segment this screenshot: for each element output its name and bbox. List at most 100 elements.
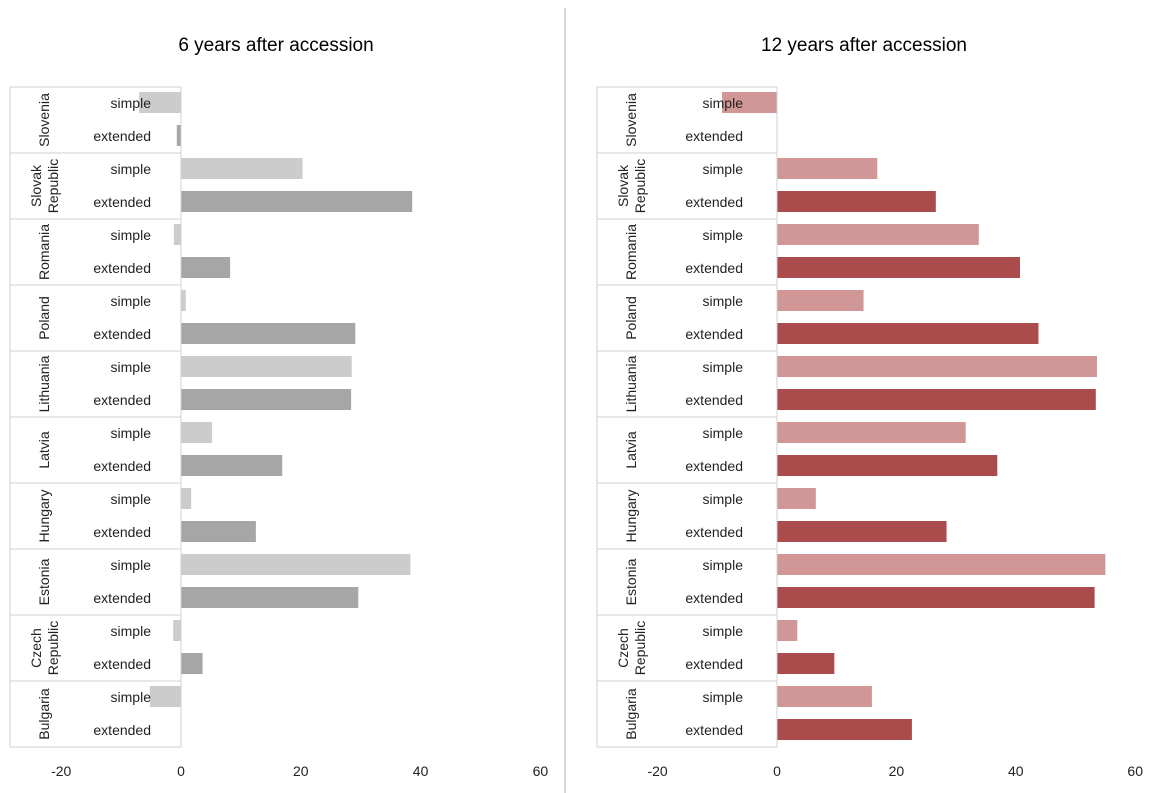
panel2-country-label: Lithuania: [623, 355, 639, 412]
panel1-category-label-extended: extended: [93, 722, 151, 738]
panel1-country-label-line: Republic: [45, 159, 61, 213]
panel1-category-label-simple: simple: [111, 293, 152, 309]
panel1-bar-extended: [181, 257, 231, 278]
panel1-bar-simple: [181, 356, 352, 377]
panel1-x-tick-label: 20: [293, 763, 309, 779]
panel2-country-label-line: Lithuania: [623, 355, 639, 412]
panel1-category-label-simple: simple: [111, 227, 152, 243]
panel1-bar-extended: [181, 587, 359, 608]
panel1-bar-simple: [139, 92, 181, 113]
panel2-category-label-simple: simple: [703, 227, 744, 243]
panel2-bar-simple: [777, 686, 872, 707]
panel2-bar-simple: [777, 224, 979, 245]
panel1-country-label: Bulgaria: [36, 688, 52, 740]
panel2-category-label-extended: extended: [685, 458, 743, 474]
panel1-country-label-line: Estonia: [36, 558, 52, 605]
panel2-bar-extended: [777, 455, 998, 476]
panel1-category-label-simple: simple: [111, 623, 152, 639]
panel2-category-label-simple: simple: [703, 293, 744, 309]
panel1-country-label-line: Romania: [36, 224, 52, 280]
panel1-country-label: CzechRepublic: [28, 621, 61, 675]
panel2-x-tick-label: -20: [647, 763, 667, 779]
panel1-x-tick-label: -20: [51, 763, 71, 779]
panel2-country-label-line: Romania: [623, 224, 639, 280]
panel2-category-label-extended: extended: [685, 722, 743, 738]
panel1-country-label-line: Bulgaria: [36, 688, 52, 740]
panel1-category-label-extended: extended: [93, 392, 151, 408]
panel2-category-label-simple: simple: [703, 689, 744, 705]
panel1-bar-extended: [181, 191, 413, 212]
panel2-category-label-simple: simple: [703, 425, 744, 441]
panel1-country-label: Slovenia: [36, 93, 52, 147]
panel1-country-label-line: Slovak: [28, 164, 44, 207]
panel1-country-label-line: Slovenia: [36, 93, 52, 147]
panel1-bar-extended: [181, 389, 352, 410]
panel2-country-label: Poland: [623, 296, 639, 340]
panel1-country-label-line: Republic: [45, 621, 61, 675]
panel2-category-label-extended: extended: [685, 326, 743, 342]
panel1-bar-extended: [181, 455, 283, 476]
panel1-country-label-line: Latvia: [36, 431, 52, 469]
panel1-category-label-simple: simple: [111, 689, 152, 705]
panel1-bar-extended: [181, 323, 356, 344]
panel1-category-label-extended: extended: [93, 524, 151, 540]
panel1-category-label-simple: simple: [111, 95, 152, 111]
panel2-country-label-line: Estonia: [623, 558, 639, 605]
panel2-category-label-extended: extended: [685, 260, 743, 276]
panel2-country-label-line: Slovenia: [623, 93, 639, 147]
panel2-bar-simple: [777, 488, 816, 509]
panel2-x-tick-label: 0: [773, 763, 781, 779]
panel2-category-label-extended: extended: [685, 524, 743, 540]
panel1-category-label-simple: simple: [111, 161, 152, 177]
panel2-bar-extended: [777, 191, 936, 212]
panel1-category-label-extended: extended: [93, 326, 151, 342]
panel2-bar-extended: [777, 521, 947, 542]
panel1-bar-simple: [173, 620, 181, 641]
panel2-category-label-simple: simple: [703, 95, 744, 111]
panel1-category-label-simple: simple: [111, 425, 152, 441]
panel2-bar-extended: [777, 653, 835, 674]
panel1-x-tick-label: 0: [177, 763, 185, 779]
panel2-country-label: Slovenia: [623, 93, 639, 147]
panel1-x-tick-label: 60: [533, 763, 549, 779]
panel1-country-label: Romania: [36, 224, 52, 280]
panel2-bar-extended: [777, 323, 1039, 344]
panel2-bar-extended: [777, 587, 1095, 608]
panel1-country-label: Estonia: [36, 558, 52, 605]
panel2-x-tick-label: 40: [1008, 763, 1024, 779]
panel2-bar-simple: [777, 290, 864, 311]
panel1-category-label-extended: extended: [93, 590, 151, 606]
panel2-category-label-simple: simple: [703, 359, 744, 375]
panel2-country-label-line: Latvia: [623, 431, 639, 469]
panel1-title: 6 years after accession: [178, 35, 373, 56]
panel1-bar-extended: [181, 521, 256, 542]
panel2-title: 12 years after accession: [761, 35, 967, 56]
panel1-category-label-simple: simple: [111, 359, 152, 375]
panel1-bar-simple: [181, 158, 303, 179]
panel2-bar-simple: [777, 158, 878, 179]
panel2-country-label-line: Slovak: [615, 164, 631, 207]
panel2-country-label: Estonia: [623, 558, 639, 605]
panel2-country-label-line: Poland: [623, 296, 639, 340]
panel2-category-label-simple: simple: [703, 161, 744, 177]
panel1-country-label: Latvia: [36, 431, 52, 469]
panel2-category-label-extended: extended: [685, 128, 743, 144]
panel1-country-label: SlovakRepublic: [28, 159, 61, 213]
panel2-category-label-simple: simple: [703, 557, 744, 573]
panel2-category-label-simple: simple: [703, 623, 744, 639]
panel1-country-label-line: Czech: [28, 628, 44, 668]
panel2-country-label-line: Bulgaria: [623, 688, 639, 740]
panel2-category-label-extended: extended: [685, 656, 743, 672]
panel2-country-label: Latvia: [623, 431, 639, 469]
panel1-category-label-extended: extended: [93, 128, 151, 144]
panel2-bar-extended: [777, 719, 912, 740]
panel2-x-tick-label: 60: [1127, 763, 1143, 779]
panel1-category-label-simple: simple: [111, 557, 152, 573]
panel2-category-label-simple: simple: [703, 491, 744, 507]
panel2-country-label-line: Czech: [615, 628, 631, 668]
panel1-country-label: Lithuania: [36, 355, 52, 412]
panel2-country-label: Romania: [623, 224, 639, 280]
panel2-bar-simple: [722, 92, 777, 113]
panel2-bar-simple: [777, 422, 966, 443]
